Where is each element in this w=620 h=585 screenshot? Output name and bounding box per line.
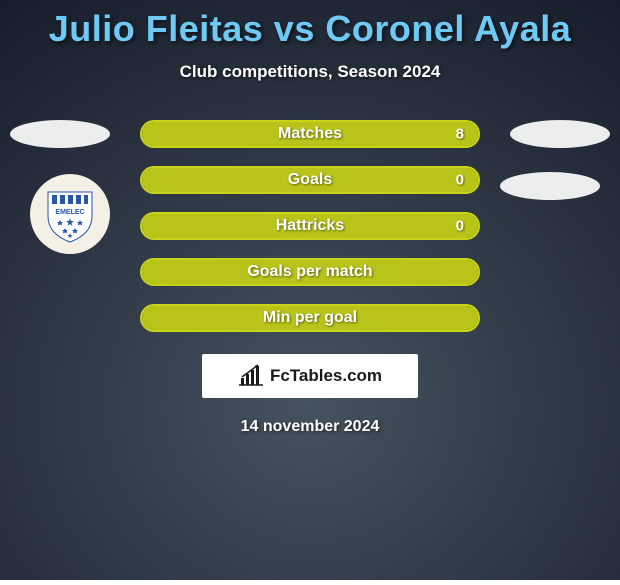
player-left-club-badge: EMELEC: [30, 174, 110, 254]
content-container: Julio Fleitas vs Coronel Ayala Club comp…: [0, 0, 620, 580]
svg-text:EMELEC: EMELEC: [55, 209, 84, 216]
date-text: 14 november 2024: [241, 418, 380, 436]
stat-label: Goals per match: [247, 263, 372, 281]
page-title: Julio Fleitas vs Coronel Ayala: [49, 8, 572, 50]
stat-label: Hattricks: [276, 217, 344, 235]
stat-label: Goals: [288, 171, 332, 189]
stat-row: Goals 0: [140, 166, 480, 194]
player-right-oval: [510, 120, 610, 148]
comparison-area: EMELEC Matches 8 Goals 0 Hattricks 0 Goals per…: [0, 120, 620, 332]
stat-label: Matches: [278, 125, 342, 143]
stat-value-right: 0: [456, 218, 464, 235]
fctables-logo: FcTables.com: [202, 354, 418, 398]
stat-row: Matches 8: [140, 120, 480, 148]
stat-row: Hattricks 0: [140, 212, 480, 240]
emelec-logo: EMELEC: [38, 182, 102, 246]
page-subtitle: Club competitions, Season 2024: [180, 62, 441, 82]
fctables-logo-text: FcTables.com: [270, 366, 382, 386]
stat-row: Min per goal: [140, 304, 480, 332]
stat-value-right: 0: [456, 172, 464, 189]
stat-label: Min per goal: [263, 309, 357, 327]
stat-row: Goals per match: [140, 258, 480, 286]
player-left-oval: [10, 120, 110, 148]
stat-value-right: 8: [456, 126, 464, 143]
fctables-bars-icon: [238, 366, 264, 386]
player-right-club-oval: [500, 172, 600, 200]
